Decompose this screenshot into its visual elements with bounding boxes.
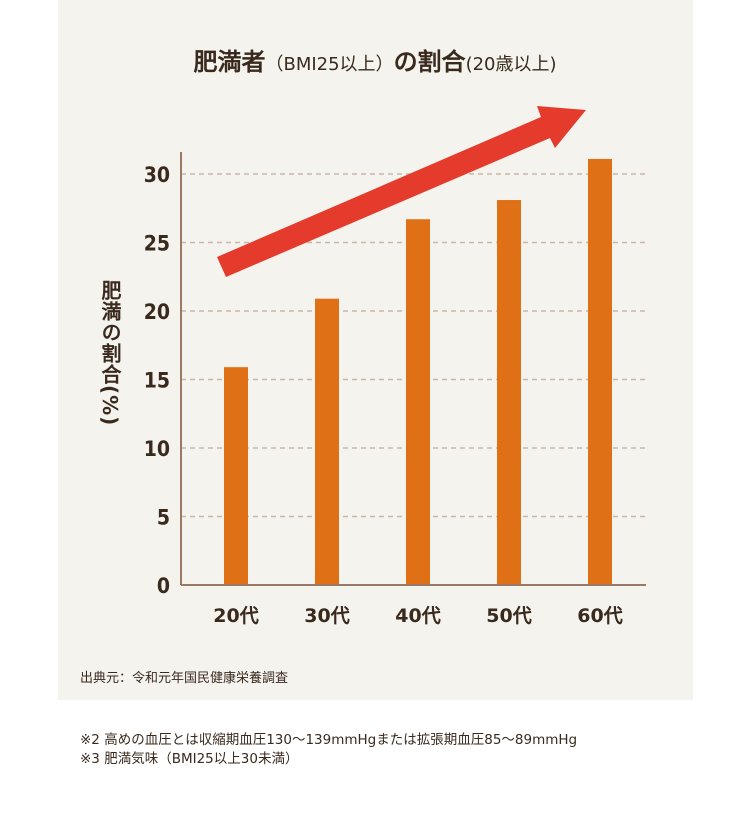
y-axis-label: 肥満の割合(%) [98, 280, 122, 427]
footnote-2: ※2 高めの血圧とは収縮期血圧130〜139mmHgまたは拡張期血圧85〜89m… [80, 732, 578, 748]
bar-20代 [224, 367, 248, 585]
x-tick-label: 30代 [304, 605, 349, 627]
y-tick-label: 0 [157, 574, 170, 598]
source-text: 出典元：令和元年国民健康栄養調査 [80, 671, 289, 686]
y-tick-label: 30 [144, 163, 170, 187]
y-tick-label: 20 [144, 300, 170, 324]
x-tick-label: 20代 [213, 605, 258, 627]
bar-40代 [406, 219, 430, 585]
bar-60代 [588, 158, 612, 585]
bar-chart: 0 5 10 15 20 25 30 20代 30代 40代 50代 60代 [144, 106, 646, 627]
y-tick-label: 10 [144, 437, 170, 461]
y-tick-label: 5 [157, 506, 170, 530]
bar-30代 [315, 298, 339, 585]
y-tick-label: 15 [144, 369, 170, 393]
y-tick-label: 25 [144, 232, 170, 256]
x-tick-label: 60代 [577, 605, 622, 627]
x-tick-label: 40代 [395, 605, 440, 627]
footnote-3: ※3 肥満気味（BMI25以上30未満） [80, 751, 299, 767]
bar-50代 [497, 200, 521, 585]
chart-title: 肥満者（BMI25以上）の割合(20歳以上) [193, 48, 557, 76]
trend-arrow [217, 106, 586, 277]
x-tick-label: 50代 [486, 605, 531, 627]
chart-panel [58, 0, 693, 700]
